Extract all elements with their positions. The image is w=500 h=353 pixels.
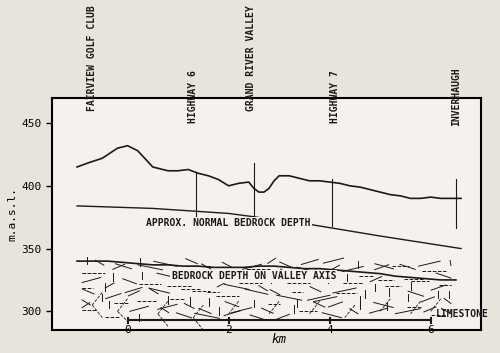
Text: 4: 4 [326,325,333,335]
Text: LIMESTONE: LIMESTONE [436,309,488,319]
Text: FAIRVIEW GOLF CLUB: FAIRVIEW GOLF CLUB [87,5,97,110]
Text: HIGHWAY 7: HIGHWAY 7 [330,70,340,123]
Text: km: km [272,333,286,346]
Text: APPROX. NORMAL BEDROCK DEPTH: APPROX. NORMAL BEDROCK DEPTH [146,219,311,228]
Y-axis label: m.a.s.l.: m.a.s.l. [7,187,17,241]
Text: INVERHAUGH: INVERHAUGH [451,67,461,126]
Text: 2: 2 [225,325,232,335]
Text: BEDROCK DEPTH ON VALLEY AXIS: BEDROCK DEPTH ON VALLEY AXIS [172,271,336,281]
Text: GRAND RIVER VALLEY: GRAND RIVER VALLEY [246,5,256,110]
Text: HIGHWAY 6: HIGHWAY 6 [188,70,198,123]
Text: 6: 6 [428,325,434,335]
Text: 0: 0 [124,325,131,335]
